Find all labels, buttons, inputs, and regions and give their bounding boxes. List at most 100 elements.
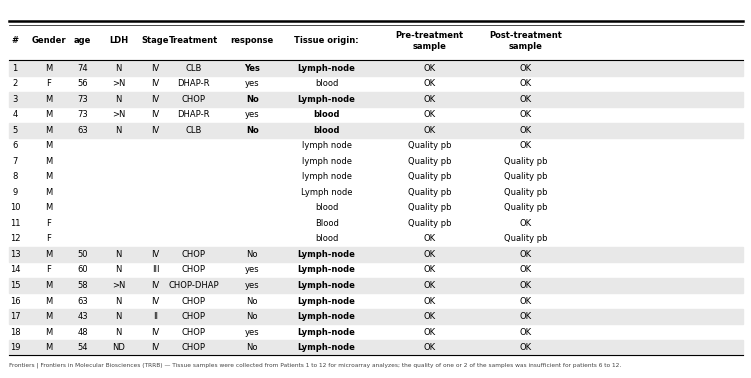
Text: 14: 14: [10, 265, 20, 274]
Text: OK: OK: [424, 250, 436, 259]
Text: M: M: [45, 203, 53, 212]
Text: Lymph node: Lymph node: [301, 188, 352, 197]
Text: 73: 73: [77, 110, 88, 119]
Text: Quality pb: Quality pb: [504, 188, 547, 197]
Bar: [9, 309, 743, 324]
Text: 15: 15: [10, 281, 20, 290]
Text: M: M: [45, 141, 53, 150]
Text: 13: 13: [10, 250, 20, 259]
Text: IV: IV: [152, 95, 159, 104]
Text: M: M: [45, 172, 53, 181]
Text: OK: OK: [520, 141, 532, 150]
Text: M: M: [45, 328, 53, 336]
Text: N: N: [116, 312, 122, 321]
Text: M: M: [45, 312, 53, 321]
Text: 17: 17: [10, 312, 20, 321]
Text: response: response: [231, 36, 274, 45]
Text: LDH: LDH: [109, 36, 128, 45]
Text: IV: IV: [152, 64, 159, 73]
Text: M: M: [45, 250, 53, 259]
Text: Quality pb: Quality pb: [504, 234, 547, 243]
Text: F: F: [47, 234, 51, 243]
Text: N: N: [116, 250, 122, 259]
Text: No: No: [246, 296, 258, 305]
Text: OK: OK: [520, 250, 532, 259]
Text: No: No: [246, 95, 258, 104]
Text: Lymph-node: Lymph-node: [297, 328, 356, 336]
Text: CHOP: CHOP: [182, 95, 206, 104]
Text: blood: blood: [315, 203, 339, 212]
Text: blood: blood: [313, 110, 340, 119]
Text: yes: yes: [245, 281, 260, 290]
Text: Stage: Stage: [142, 36, 169, 45]
Text: Blood: Blood: [315, 219, 339, 228]
Text: Lymph-node: Lymph-node: [297, 95, 356, 104]
Bar: [9, 340, 743, 355]
Text: CHOP-DHAP: CHOP-DHAP: [168, 281, 219, 290]
Text: M: M: [45, 95, 53, 104]
Text: IV: IV: [152, 110, 159, 119]
Text: Quality pb: Quality pb: [408, 141, 451, 150]
Text: blood: blood: [313, 126, 340, 135]
Bar: [9, 60, 743, 76]
Text: 56: 56: [77, 79, 88, 88]
Text: Post-treatment
sample: Post-treatment sample: [489, 31, 562, 51]
Text: >N: >N: [112, 110, 125, 119]
Bar: [9, 278, 743, 293]
Text: Pre-treatment
sample: Pre-treatment sample: [396, 31, 463, 51]
Text: 11: 11: [10, 219, 20, 228]
Text: OK: OK: [424, 281, 436, 290]
Text: N: N: [116, 328, 122, 336]
Text: 3: 3: [12, 95, 18, 104]
Text: OK: OK: [520, 265, 532, 274]
Text: OK: OK: [520, 328, 532, 336]
Text: 19: 19: [10, 343, 20, 352]
Text: 9: 9: [13, 188, 17, 197]
Text: OK: OK: [424, 95, 436, 104]
Text: M: M: [45, 110, 53, 119]
Text: OK: OK: [424, 234, 436, 243]
Text: OK: OK: [520, 312, 532, 321]
Text: Lymph-node: Lymph-node: [297, 281, 356, 290]
Text: F: F: [47, 219, 51, 228]
Text: Lymph-node: Lymph-node: [297, 312, 356, 321]
Text: CHOP: CHOP: [182, 343, 206, 352]
Text: 12: 12: [10, 234, 20, 243]
Text: OK: OK: [520, 219, 532, 228]
Text: 7: 7: [12, 157, 18, 166]
Text: F: F: [47, 265, 51, 274]
Text: No: No: [246, 343, 258, 352]
Text: OK: OK: [424, 312, 436, 321]
Text: lymph node: lymph node: [302, 172, 351, 181]
Text: N: N: [116, 126, 122, 135]
Text: No: No: [246, 250, 258, 259]
Text: Treatment: Treatment: [169, 36, 219, 45]
Text: >N: >N: [112, 79, 125, 88]
Text: 54: 54: [77, 343, 88, 352]
Text: blood: blood: [315, 79, 339, 88]
Text: N: N: [116, 64, 122, 73]
Text: II: II: [153, 312, 158, 321]
Text: 18: 18: [10, 328, 20, 336]
Text: 6: 6: [12, 141, 18, 150]
Text: >N: >N: [112, 281, 125, 290]
Text: IV: IV: [152, 281, 159, 290]
Text: 43: 43: [77, 312, 88, 321]
Text: 50: 50: [77, 250, 88, 259]
Text: Quality pb: Quality pb: [408, 219, 451, 228]
Text: Quality pb: Quality pb: [504, 157, 547, 166]
Text: M: M: [45, 64, 53, 73]
Text: OK: OK: [424, 110, 436, 119]
Text: OK: OK: [520, 95, 532, 104]
Text: 16: 16: [10, 296, 20, 305]
Text: OK: OK: [424, 296, 436, 305]
Text: IV: IV: [152, 296, 159, 305]
Text: 58: 58: [77, 281, 88, 290]
Text: yes: yes: [245, 110, 260, 119]
Text: OK: OK: [520, 110, 532, 119]
Text: M: M: [45, 296, 53, 305]
Bar: [9, 122, 743, 138]
Text: 1: 1: [13, 64, 17, 73]
Text: IV: IV: [152, 328, 159, 336]
Text: DHAP-R: DHAP-R: [177, 79, 210, 88]
